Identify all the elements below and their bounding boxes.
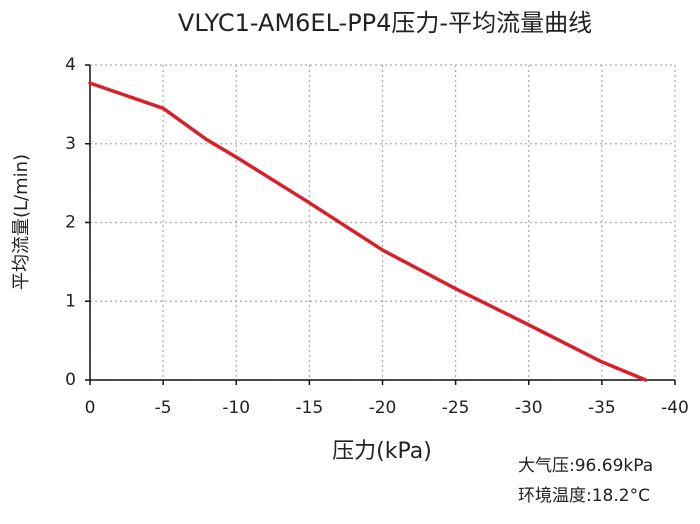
x-tick-label: -15 (295, 398, 323, 418)
y-tick-label: 4 (65, 55, 76, 75)
x-axis-label: 压力(kPa) (332, 439, 432, 464)
x-tick-label: -5 (155, 398, 172, 418)
y-tick-label: 1 (65, 291, 76, 311)
x-tick-label: -30 (515, 398, 543, 418)
y-axis-label: 平均流量(L/min) (11, 154, 32, 290)
data-line (88, 81, 648, 382)
x-tick-label: -20 (369, 398, 397, 418)
x-tick-label: -25 (442, 398, 470, 418)
y-tick-label: 3 (65, 134, 76, 154)
y-tick-label: 0 (65, 370, 76, 390)
x-tick-label: 0 (85, 398, 96, 418)
chart-title: VLYC1-AM6EL-PP4压力-平均流量曲线 (178, 9, 592, 37)
x-tick-label: -35 (588, 398, 616, 418)
annotation: 大气压:96.69kPa (518, 456, 653, 476)
x-tick-label: -40 (661, 398, 689, 418)
x-tick-label: -10 (222, 398, 250, 418)
annotation: 环境温度:18.2°C (518, 486, 650, 506)
y-tick-label: 2 (65, 213, 76, 233)
